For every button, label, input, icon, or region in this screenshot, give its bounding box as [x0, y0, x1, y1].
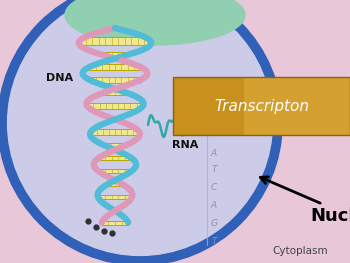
Bar	[102, 221, 128, 225]
Bar	[244, 77, 350, 135]
Bar	[99, 52, 131, 56]
Text: G: G	[210, 219, 217, 227]
Bar	[98, 195, 132, 199]
Bar	[89, 64, 141, 70]
Bar	[173, 77, 350, 135]
Bar	[98, 169, 132, 173]
Bar	[99, 156, 131, 160]
Text: C: C	[211, 184, 217, 193]
Text: DNA: DNA	[47, 73, 74, 83]
Text: Cytoplasm: Cytoplasm	[272, 246, 328, 256]
Text: Transcripton: Transcripton	[214, 99, 309, 114]
Bar	[90, 77, 140, 83]
Text: A: A	[211, 201, 217, 210]
Bar	[79, 37, 150, 45]
Ellipse shape	[65, 0, 245, 45]
Bar	[87, 103, 143, 109]
Bar	[108, 182, 122, 186]
Bar	[104, 143, 126, 147]
Bar	[91, 129, 139, 135]
Text: RNA: RNA	[172, 140, 198, 150]
Text: Nucleus: Nucleus	[260, 177, 350, 225]
Text: A: A	[211, 149, 217, 158]
Circle shape	[2, 0, 278, 261]
Text: T: T	[211, 165, 217, 174]
Bar	[103, 91, 127, 95]
Bar	[173, 77, 350, 135]
Text: T: T	[211, 236, 217, 245]
